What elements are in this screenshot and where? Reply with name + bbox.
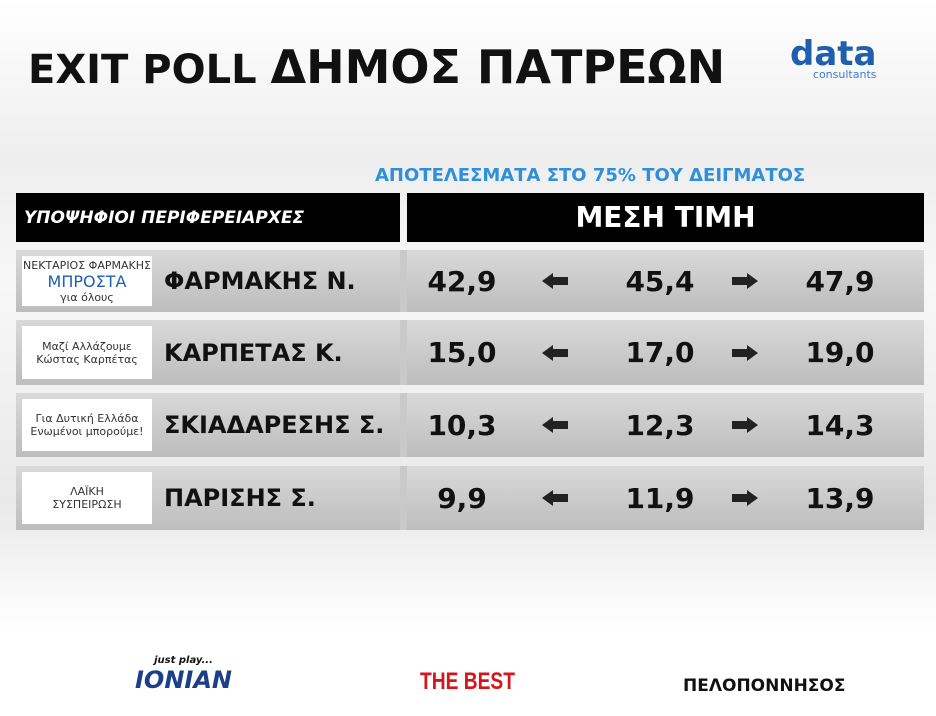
arrow	[732, 344, 758, 361]
table-row: 42,9 45,4 47,9 ΝΕΚΤΑΡΙΟΣ ΦΑΡΜΑΚΗΣ ΜΠΡΟΣΤΑ για…	[16, 250, 924, 312]
value: 14,3	[805, 408, 875, 442]
logo-text: Ενωμένοι μπορούμε!	[30, 425, 144, 438]
value: 11,9	[625, 481, 695, 515]
value: 47,9	[805, 264, 875, 298]
arrow-shape	[542, 417, 568, 433]
arrow-shape	[542, 273, 568, 289]
arrow-shape	[542, 490, 568, 506]
value: 9,9	[437, 481, 487, 515]
party-logo: Μαζί Αλλάζουμε Κώστας Καρπέτας	[22, 326, 152, 379]
party-logo: Για Δυτική Ελλάδα Ενωμένοι μπορούμε!	[22, 399, 152, 451]
subtitle: ΑΠΟΤΕΛΕΣΜΑΤΑ ΣΤΟ 75% ΤΟΥ ΔΕΙΓΜΑΤΟΣ	[375, 165, 806, 186]
logo-text: ΣΥΣΠΕΙΡΩΣΗ	[52, 498, 122, 511]
logo-text: Για Δυτική Ελλάδα	[35, 412, 139, 425]
party-logo: ΛΑΪΚΗ ΣΥΣΠΕΙΡΩΣΗ	[22, 472, 152, 524]
title-main: ΔΗΜΟΣ ΠΑΤΡΕΩΝ	[270, 40, 726, 94]
column-header: ΜΕΣΗ ΤΙΜΗ	[407, 193, 924, 242]
arrow-shape	[732, 417, 758, 433]
arrow	[542, 273, 568, 289]
arrow	[732, 417, 758, 433]
candidate-name: ΦΑΡΜΑΚΗΣ Ν.	[164, 267, 356, 295]
candidate-name: ΠΑΡΙΣΗΣ Σ.	[164, 484, 316, 512]
sponsor-name: IONIAN	[135, 666, 233, 694]
value: 17,0	[625, 336, 695, 369]
sponsor: just play... IONIAN	[135, 655, 232, 694]
arrow	[542, 344, 568, 361]
value-cell: 10,3 12,3 14,3	[407, 393, 924, 457]
logo-text: ΜΠΡΟΣΤΑ	[47, 271, 127, 291]
value-cell: 42,9 45,4 47,9	[407, 250, 924, 312]
arrow-shape	[542, 344, 568, 361]
logo: data consultants	[790, 34, 876, 81]
logo-text: ΝΕΚΤΑΡΙΟΣ ΦΑΡΜΑΚΗΣ	[23, 258, 151, 272]
value: 10,3	[427, 408, 497, 442]
value: 13,9	[805, 481, 875, 515]
logo-text: για όλους	[60, 290, 114, 304]
column-header: ΥΠΟΨΗΦΙΟΙ ΠΕΡΙΦΕΡΕΙΑΡΧΕΣ	[16, 193, 400, 242]
arrow	[732, 490, 758, 506]
logo-text: Κώστας Καρπέτας	[36, 352, 138, 366]
sponsor-tagline: just play...	[154, 655, 213, 666]
value-cell: 15,0 17,0 19,0	[407, 320, 924, 385]
logo-text: Μαζί Αλλάζουμε	[42, 339, 132, 353]
value: 19,0	[805, 336, 875, 369]
party-logo: ΝΕΚΤΑΡΙΟΣ ΦΑΡΜΑΚΗΣ ΜΠΡΟΣΤΑ για όλους	[22, 256, 152, 306]
arrow-shape	[732, 490, 758, 506]
value: 45,4	[625, 264, 695, 298]
title-prefix: EXIT POLL	[28, 47, 257, 93]
table-row: 10,3 12,3 14,3 Για Δυτική Ελλάδα Ενωμένοι μπ…	[16, 393, 924, 457]
arrow-shape	[732, 273, 758, 289]
value-cell: 9,9 11,9 13,9	[407, 466, 924, 530]
table-row: 15,0 17,0 19,0 Μαζί Αλλάζουμε Κώστας Καρπέτα…	[16, 320, 924, 385]
sponsor-name: ΠΕΛΟΠΟΝΝΗΣΟΣ	[683, 676, 846, 696]
candidate-name: ΣΚΙΑΔΑΡΕΣΗΣ Σ.	[164, 411, 385, 439]
table-row: 9,9 11,9 13,9 ΛΑΪΚΗ ΣΥΣΠΕΙΡΩΣΗ ΠΑΡΙΣΗΣ Σ.	[16, 466, 924, 530]
logo-text: ΛΑΪΚΗ	[70, 485, 104, 498]
value: 42,9	[427, 264, 497, 298]
value: 15,0	[427, 336, 497, 369]
arrow	[732, 273, 758, 289]
arrow-shape	[732, 344, 758, 361]
logo-name: data	[790, 34, 877, 74]
arrow	[542, 490, 568, 506]
candidate-name: ΚΑΡΠΕΤΑΣ Κ.	[164, 338, 343, 367]
value: 12,3	[625, 408, 695, 442]
arrow	[542, 417, 568, 433]
title: EXIT POLL ΔΗΜΟΣ ΠΑΤΡΕΩΝ	[28, 40, 725, 94]
sponsor-name: THE BEST	[420, 668, 515, 695]
logo-tagline: consultants	[812, 68, 877, 81]
